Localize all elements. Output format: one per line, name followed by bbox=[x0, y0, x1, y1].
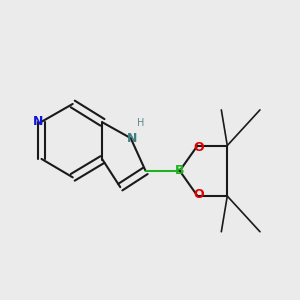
Text: O: O bbox=[194, 140, 204, 154]
Text: H: H bbox=[137, 118, 145, 128]
Text: B: B bbox=[175, 164, 184, 177]
Text: N: N bbox=[32, 115, 43, 128]
Text: N: N bbox=[127, 132, 137, 145]
Text: O: O bbox=[194, 188, 204, 201]
